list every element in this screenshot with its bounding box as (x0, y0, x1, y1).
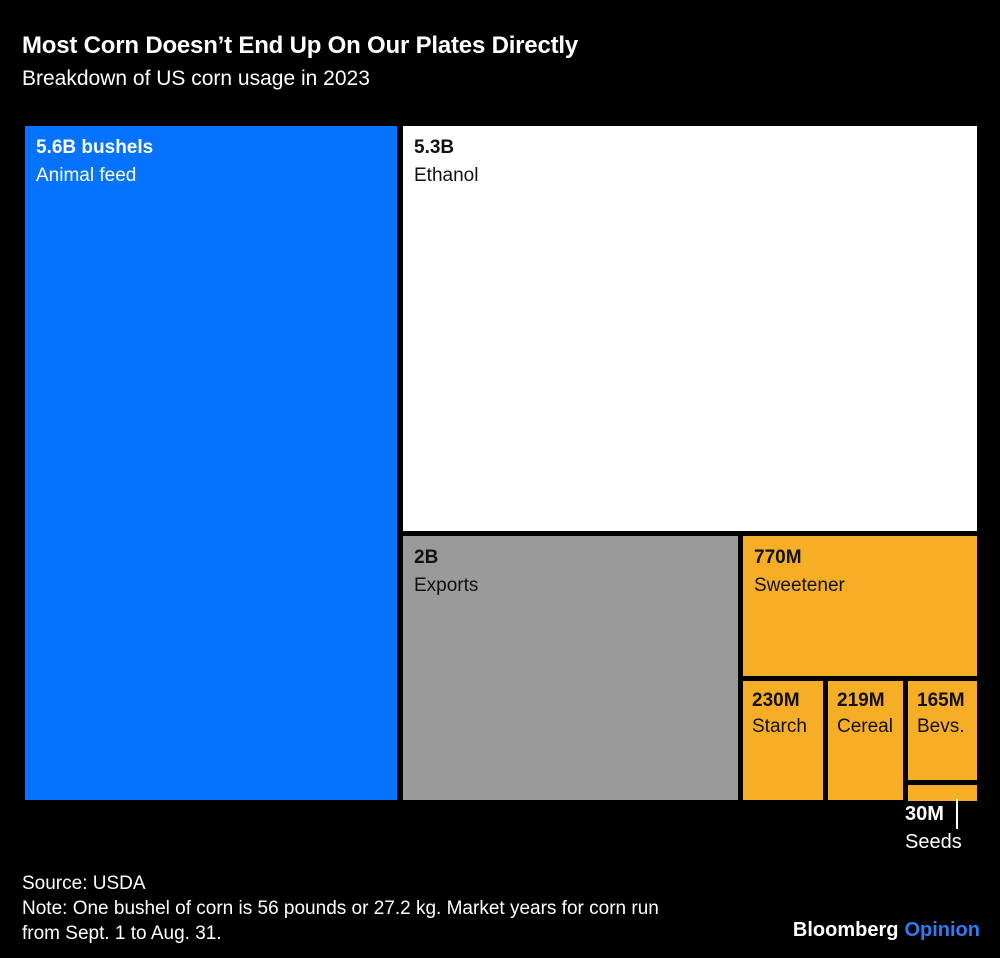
block-category-label: Bevs. (917, 716, 965, 737)
treemap-block-starch: 230M Starch (743, 681, 823, 800)
treemap-block-cereal: 219M Cereal (828, 681, 903, 800)
block-value-label: 2B (414, 547, 439, 568)
treemap-block-seeds (908, 785, 977, 801)
block-category-label: Exports (414, 575, 479, 596)
block-category-label: Cereal (837, 716, 893, 737)
opinion-logo: Opinion (904, 919, 980, 941)
treemap-block-sweetener: 770M Sweetener (743, 536, 977, 676)
block-value-label: 219M (837, 690, 885, 711)
page-title: Most Corn Doesn’t End Up On Our Plates D… (22, 32, 579, 59)
seeds-callout: 30M Seeds (905, 799, 962, 856)
treemap: 5.6B bushels Animal feed 5.3B Ethanol 2B Expo… (25, 126, 977, 801)
seeds-callout-label: Seeds (905, 831, 962, 853)
block-value-label: 165M (917, 690, 965, 711)
branding: Bloomberg Opinion (793, 919, 980, 942)
block-value-label: 770M (754, 547, 802, 568)
block-category-label: Sweetener (754, 575, 845, 596)
block-value-label: 230M (752, 690, 800, 711)
bloomberg-logo: Bloomberg (792, 919, 899, 941)
callout-leader-line (955, 799, 958, 829)
block-category-label: Animal feed (36, 165, 137, 186)
seeds-callout-value: 30M (905, 803, 944, 825)
block-category-label: Starch (752, 716, 807, 737)
treemap-block-ethanol: 5.3B Ethanol (403, 126, 977, 531)
treemap-block-bevs: 165M Bevs. (908, 681, 977, 780)
source-text: Source: USDA (22, 873, 146, 894)
note-text-line-1: Note: One bushel of corn is 56 pounds or… (22, 898, 659, 919)
block-category-label: Ethanol (414, 165, 479, 186)
block-value-label: 5.3B (414, 137, 455, 158)
page-subtitle: Breakdown of US corn usage in 2023 (22, 67, 370, 90)
note-text-line-2: from Sept. 1 to Aug. 31. (22, 923, 222, 944)
footer: Source: USDA Note: One bushel of corn is… (22, 871, 659, 946)
treemap-block-exports: 2B Exports (403, 536, 738, 800)
block-value-label: 5.6B bushels (36, 137, 154, 158)
treemap-block-animal-feed: 5.6B bushels Animal feed (25, 126, 397, 800)
